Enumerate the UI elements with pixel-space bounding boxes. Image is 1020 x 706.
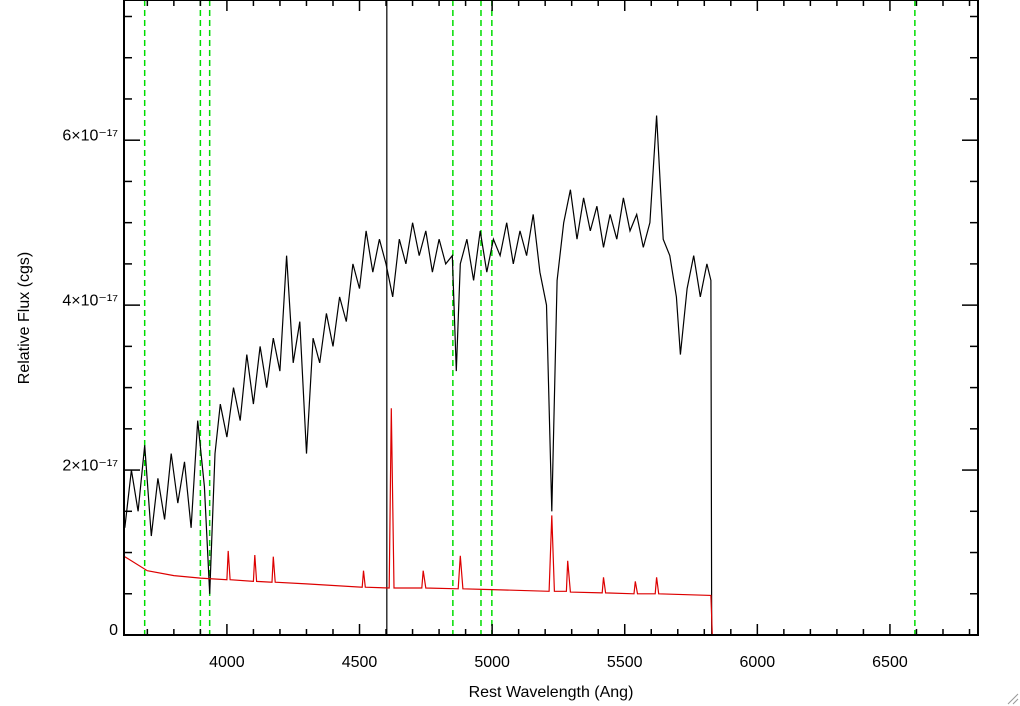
x-tick-label: 5000: [474, 654, 510, 671]
x-tick-label: 4500: [342, 654, 378, 671]
x-tick-label: 4000: [209, 654, 245, 671]
y-axis-label: Relative Flux (cgs): [16, 252, 33, 384]
x-tick-label: 6500: [872, 654, 908, 671]
spectrum-line: [124, 115, 713, 636]
resize-grip: [1007, 693, 1019, 705]
plot-frame: [123, 0, 979, 636]
x-tick-label: 6000: [740, 654, 776, 671]
y-tick-label: 2×10⁻¹⁷: [62, 457, 118, 474]
x-axis-label: Rest Wavelength (Ang): [469, 684, 634, 701]
y-tick-label: 4×10⁻¹⁷: [62, 292, 118, 309]
y-tick-label: 0: [109, 622, 118, 639]
x-tick-label: 5500: [607, 654, 643, 671]
y-tick-label: 6×10⁻¹⁷: [62, 127, 118, 144]
spectrum-line: [124, 408, 978, 636]
